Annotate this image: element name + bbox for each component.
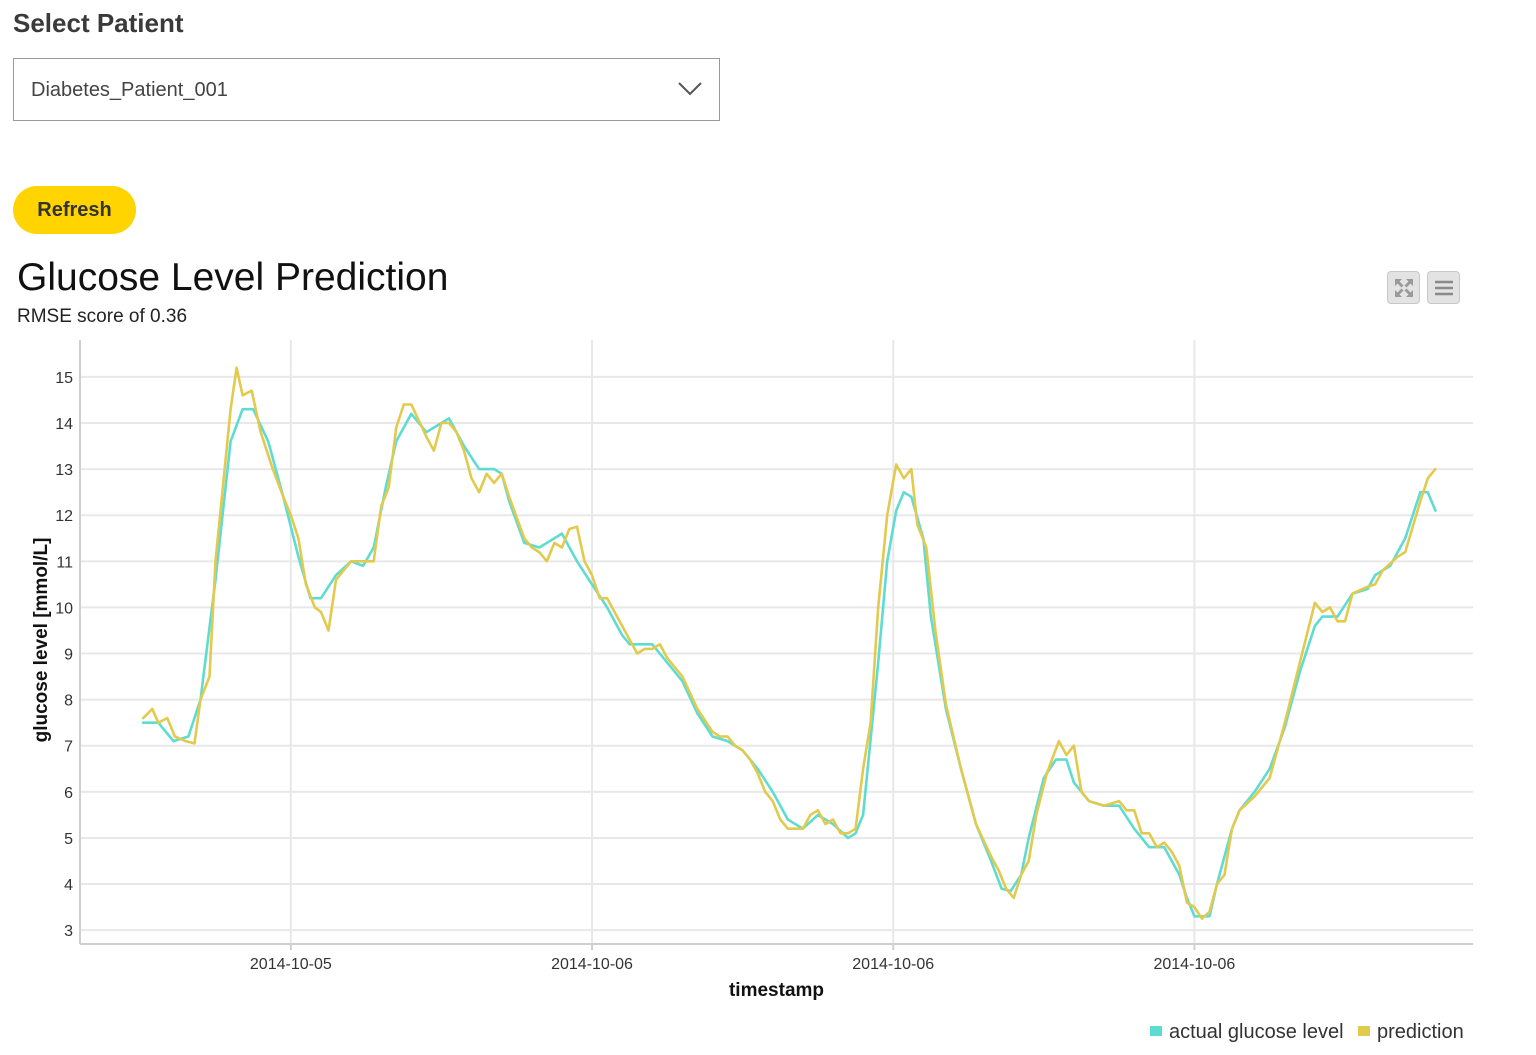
y-tick-label: 7 xyxy=(64,739,73,756)
patient-select[interactable]: Diabetes_Patient_001 xyxy=(13,58,720,121)
series-line-actual xyxy=(141,407,1437,918)
refresh-button[interactable]: Refresh xyxy=(13,186,136,234)
legend-swatch xyxy=(1150,1026,1162,1036)
y-tick-label: 10 xyxy=(55,600,73,617)
x-tick-label: 2014-10-05 xyxy=(250,956,332,973)
x-tick-label: 2014-10-06 xyxy=(551,956,633,973)
y-tick-label: 6 xyxy=(64,785,73,802)
x-axis-title: timestamp xyxy=(729,980,824,1001)
fullscreen-button[interactable] xyxy=(1387,271,1420,304)
menu-button[interactable] xyxy=(1427,271,1460,304)
x-tick-label: 2014-10-06 xyxy=(1153,956,1235,973)
y-tick-label: 12 xyxy=(55,508,73,525)
y-tick-label: 13 xyxy=(55,462,73,479)
patient-select-value: Diabetes_Patient_001 xyxy=(31,79,228,101)
legend-label: actual glucose level xyxy=(1169,1021,1344,1043)
fullscreen-icon xyxy=(1395,279,1413,297)
y-tick-label: 15 xyxy=(55,370,73,387)
series-line-prediction xyxy=(141,366,1437,920)
y-tick-label: 14 xyxy=(55,416,73,433)
select-patient-label: Select Patient xyxy=(13,8,184,38)
x-tick-label: 2014-10-06 xyxy=(852,956,934,973)
y-tick-label: 3 xyxy=(64,923,73,940)
legend-label: prediction xyxy=(1377,1021,1464,1043)
y-tick-label: 4 xyxy=(64,877,73,894)
chart-subtitle: RMSE score of 0.36 xyxy=(17,306,188,327)
chart-title: Glucose Level Prediction xyxy=(17,256,449,299)
legend-swatch xyxy=(1358,1026,1370,1036)
y-axis-title: glucose level [mmol/L] xyxy=(31,538,52,743)
y-tick-label: 5 xyxy=(64,831,73,848)
y-tick-label: 9 xyxy=(64,647,73,664)
y-tick-label: 8 xyxy=(64,693,73,710)
chevron-down-icon xyxy=(678,82,702,96)
y-tick-label: 11 xyxy=(56,554,73,571)
menu-icon xyxy=(1435,280,1453,296)
